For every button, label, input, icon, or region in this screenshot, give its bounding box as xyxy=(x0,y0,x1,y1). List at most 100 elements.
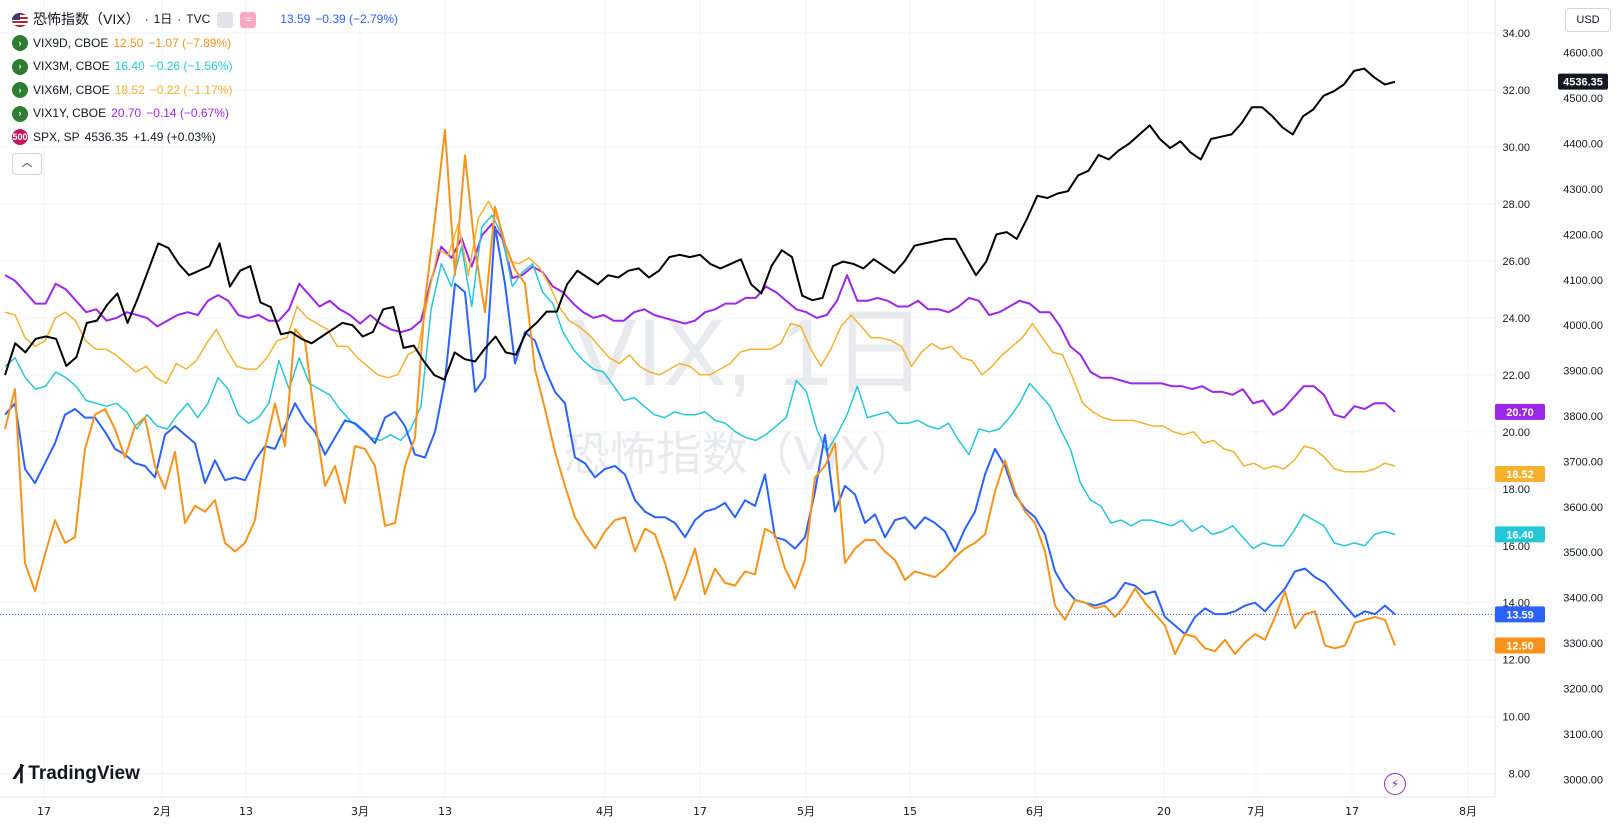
tradingview-logo[interactable]: ⁄⁄| TradingView xyxy=(16,762,140,785)
legend-last: 16.40 xyxy=(114,59,145,73)
x-axis-tick: 4月 xyxy=(596,805,614,818)
eye-icon[interactable]: 500 xyxy=(12,129,28,146)
chevron-up-icon: ︿ xyxy=(21,157,33,170)
wave-icon[interactable]: ≈ xyxy=(240,11,257,28)
exchange: TVC xyxy=(186,12,211,26)
separator: · xyxy=(177,12,182,26)
legend-symbol: SPX, SP xyxy=(33,129,80,144)
legend-header: 恐怖指数（VIX） · 1日 · TVC ≈ 13.59 −0.39 (−2.7… xyxy=(12,8,403,32)
series-line-spx xyxy=(4,67,1396,381)
left-axis-tick: 28.00 xyxy=(1502,199,1530,211)
legend-last: 4536.35 xyxy=(84,129,129,144)
watermark-title: VIX, 1日 xyxy=(573,300,927,406)
legend-symbol: VIX9D, CBOE xyxy=(33,35,109,50)
toggle-icon[interactable] xyxy=(217,11,234,28)
x-axis-tick: 13 xyxy=(239,805,253,818)
legend-rows: › VIX9D, CBOE 12.50 −1.07 (−7.89%) › VIX3M, C… xyxy=(12,32,403,150)
x-axis-tick: 17 xyxy=(37,805,51,818)
price-label: 12.50 xyxy=(1506,640,1534,652)
left-axis-tick: 26.00 xyxy=(1502,256,1530,268)
right-axis-tick: 3700.00 xyxy=(1563,456,1603,468)
eye-icon[interactable]: › xyxy=(12,35,28,52)
price-label-box xyxy=(1495,526,1545,543)
left-axis-tick: 18.00 xyxy=(1502,484,1530,496)
price-label-box xyxy=(1495,403,1545,420)
price-label: 18.52 xyxy=(1506,469,1534,481)
left-axis-tick: 32.00 xyxy=(1502,85,1530,97)
right-axis-tick: 4100.00 xyxy=(1563,275,1603,287)
x-axis-tick: 17 xyxy=(693,805,707,818)
right-axis-tick: 4400.00 xyxy=(1563,139,1603,151)
legend-change: −0.14 (−0.67%) xyxy=(146,106,229,120)
x-axis-tick: 5月 xyxy=(797,805,815,818)
left-axis-tick: 8.00 xyxy=(1509,769,1530,781)
vix-last: 13.59 xyxy=(280,12,311,26)
price-label: 16.40 xyxy=(1506,529,1534,541)
x-axis-tick: 13 xyxy=(438,805,452,818)
x-axis-tick: 6月 xyxy=(1026,805,1044,818)
legend-change: −0.26 (−1.56%) xyxy=(149,59,233,73)
x-axis-tick: 20 xyxy=(1157,805,1171,818)
separator: · xyxy=(144,12,149,26)
right-axis-tick: 3600.00 xyxy=(1563,502,1603,514)
series-line-vix6m xyxy=(4,200,1396,473)
legend-change: −1.07 (−7.89%) xyxy=(148,35,232,50)
x-axis-tick: 2月 xyxy=(153,805,171,818)
price-label-box xyxy=(1495,465,1545,482)
legend-row[interactable]: › VIX1Y, CBOE 20.70 −0.14 (−0.67%) xyxy=(12,102,403,126)
right-axis-tick: 3900.00 xyxy=(1563,366,1603,378)
legend-row[interactable]: › VIX3M, CBOE 16.40 −0.26 (−1.56%) xyxy=(12,55,403,79)
legend-change: +1.49 (+0.03%) xyxy=(133,129,216,144)
legend-symbol: VIX3M, CBOE xyxy=(33,59,110,73)
legend-row[interactable]: › VIX6M, CBOE 18.52 −0.22 (−1.17%) xyxy=(12,79,403,103)
x-axis-tick: 17 xyxy=(1345,805,1359,818)
right-axis-tick: 3200.00 xyxy=(1563,683,1603,695)
price-label-box xyxy=(1558,73,1608,90)
right-axis-tick: 4200.00 xyxy=(1563,229,1603,241)
lightning-icon[interactable]: ⚡ xyxy=(1384,773,1406,795)
right-axis-tick: 4300.00 xyxy=(1563,184,1603,196)
price-label: 13.59 xyxy=(1506,609,1534,621)
left-axis-tick: 10.00 xyxy=(1502,712,1530,724)
right-axis-tick: 4000.00 xyxy=(1563,320,1603,332)
left-axis-tick: 16.00 xyxy=(1502,541,1530,553)
right-axis-tick: 3100.00 xyxy=(1563,729,1603,741)
price-label-box xyxy=(1495,606,1545,623)
interval[interactable]: 1日 xyxy=(153,12,173,26)
right-axis-tick: 3800.00 xyxy=(1563,411,1603,423)
grid xyxy=(0,0,1495,797)
x-axis-tick: 3月 xyxy=(351,805,369,818)
left-axis-tick: 24.00 xyxy=(1502,313,1530,325)
left-axis-tick: 30.00 xyxy=(1502,142,1530,154)
left-axis-tick: 34.00 xyxy=(1502,28,1530,40)
x-axis-tick: 15 xyxy=(903,805,917,818)
symbol-title[interactable]: 恐怖指数（VIX） xyxy=(33,11,140,27)
collapse-legend-button[interactable]: ︿ xyxy=(12,153,42,175)
right-axis-tick: 4600.00 xyxy=(1563,48,1603,60)
series-line-vix9d xyxy=(4,128,1396,655)
x-axis-tick: 7月 xyxy=(1247,805,1265,818)
legend-row[interactable]: 500 SPX, SP 4536.35 +1.49 (+0.03%) xyxy=(12,126,403,150)
legend-symbol: VIX1Y, CBOE xyxy=(33,106,107,120)
currency-button[interactable]: USD xyxy=(1565,8,1611,32)
legend-last: 18.52 xyxy=(114,82,145,97)
legend-row[interactable]: › VIX9D, CBOE 12.50 −1.07 (−7.89%) xyxy=(12,32,403,56)
vix-change: −0.39 (−2.79%) xyxy=(315,12,399,26)
right-axis-tick: 3500.00 xyxy=(1563,547,1603,559)
series-line-vix xyxy=(4,225,1396,636)
left-axis-tick: 12.00 xyxy=(1502,655,1530,667)
price-label: 20.70 xyxy=(1506,407,1534,419)
left-axis-tick: 22.00 xyxy=(1502,370,1530,382)
brand-name: TradingView xyxy=(28,762,140,784)
right-axis-tick: 3300.00 xyxy=(1563,638,1603,650)
eye-icon[interactable]: › xyxy=(12,82,28,99)
x-axis-tick: 8月 xyxy=(1459,805,1477,818)
tradingview-logo-icon: ⁄⁄| xyxy=(16,762,24,784)
price-label-box xyxy=(1495,637,1545,654)
us-flag-icon xyxy=(12,12,28,27)
right-axis-tick: 3400.00 xyxy=(1563,593,1603,605)
eye-icon[interactable]: › xyxy=(12,105,28,122)
eye-icon[interactable]: › xyxy=(12,58,28,75)
